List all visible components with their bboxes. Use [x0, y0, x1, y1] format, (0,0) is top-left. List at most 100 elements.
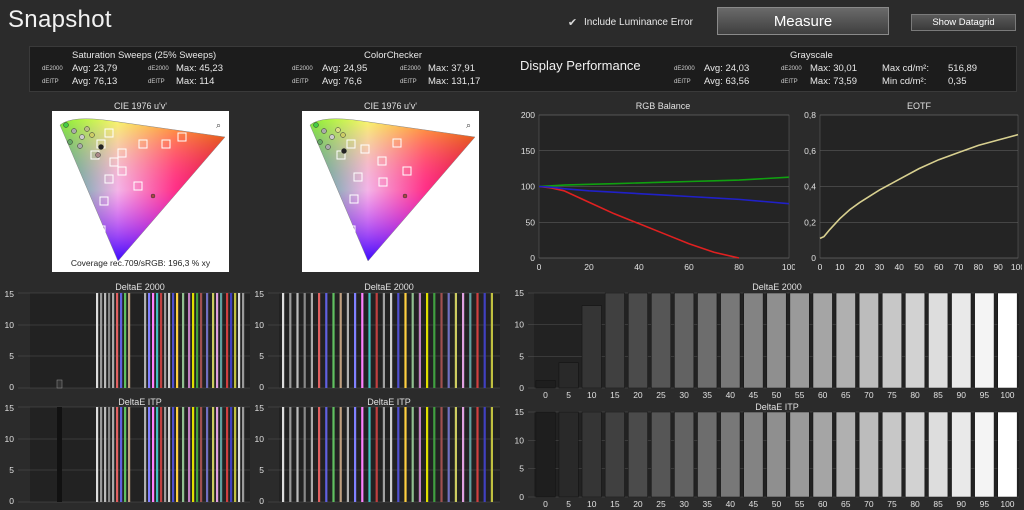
bar	[234, 407, 237, 502]
colorchecker-avg-ditp: Avg: 76,6	[322, 76, 362, 87]
bar	[789, 411, 810, 498]
include-luminance-label: Include Luminance Error	[584, 17, 693, 28]
bar	[483, 407, 486, 502]
x-tick: 55	[795, 499, 805, 509]
x-tick: 70	[864, 499, 874, 509]
cc-ditp-title: DeltaE ITP	[367, 397, 411, 407]
bar	[627, 292, 648, 389]
bar	[397, 293, 400, 388]
bar	[120, 293, 123, 388]
bar	[212, 407, 215, 502]
series-red	[538, 185, 740, 259]
checkbox-checked-icon[interactable]: ✔	[567, 17, 578, 29]
bar	[346, 407, 349, 502]
rgb-balance-title: RGB Balance	[635, 101, 691, 111]
min-cd-value: 0,35	[948, 76, 967, 87]
bar	[951, 411, 972, 498]
eotf-chart: 0 0,2 0,4 0,6 0,8 0 10 20 30 40 50 60 70 80 90 100	[804, 110, 1022, 272]
bar	[296, 407, 299, 502]
x-tick: 50	[914, 262, 924, 272]
bar	[368, 293, 371, 388]
bar	[234, 293, 237, 388]
bar	[216, 407, 219, 502]
y-tick: 0	[519, 492, 524, 502]
bar	[697, 292, 718, 389]
bar	[242, 293, 245, 388]
bar	[152, 293, 155, 388]
y-tick: 5	[519, 464, 524, 474]
bar	[192, 407, 195, 502]
bar	[242, 407, 245, 502]
bar	[220, 293, 223, 388]
page-title: Snapshot	[8, 6, 112, 33]
min-cd-label: Min cd/m²:	[882, 76, 927, 87]
bar	[858, 411, 879, 498]
bar	[483, 293, 486, 388]
cie1-title: CIE 1976 u'v'	[114, 101, 167, 111]
bar	[469, 407, 472, 502]
ditp-tag: dEITP	[400, 79, 417, 85]
x-tick: 10	[587, 390, 597, 400]
bar	[490, 293, 493, 388]
bar	[100, 293, 103, 388]
y-tick: 15	[5, 403, 15, 413]
bar	[238, 293, 241, 388]
bar	[651, 292, 671, 389]
bar	[426, 407, 429, 502]
show-datagrid-button[interactable]: Show Datagrid	[911, 14, 1016, 31]
bar	[100, 407, 103, 502]
bar	[604, 411, 625, 498]
x-tick: 30	[679, 390, 689, 400]
bar	[462, 293, 465, 388]
bar	[188, 407, 191, 502]
bar	[604, 292, 625, 389]
bar	[905, 292, 926, 389]
bar	[858, 292, 879, 389]
x-tick: 45	[749, 499, 759, 509]
gs-ditp-title: DeltaE ITP	[755, 402, 799, 412]
bar	[928, 411, 949, 498]
series-blue	[538, 185, 790, 205]
x-tick: 25	[656, 499, 666, 509]
bar	[144, 407, 147, 502]
bar	[418, 293, 421, 388]
bar	[168, 407, 171, 502]
bar	[296, 293, 299, 388]
bar	[216, 293, 219, 388]
display-performance-label: Display Performance	[520, 58, 641, 73]
bar	[354, 407, 357, 502]
grayscale-max-ditp: Max: 73,59	[810, 76, 857, 87]
measure-button[interactable]: Measure	[717, 7, 889, 35]
y-tick: 0	[259, 382, 264, 392]
bar	[581, 411, 602, 498]
x-tick: 50	[772, 499, 782, 509]
x-tick: 20	[584, 262, 594, 272]
bar	[220, 407, 223, 502]
bar	[310, 407, 313, 502]
bar	[835, 292, 856, 389]
bar	[490, 407, 493, 502]
bar	[104, 407, 107, 502]
bar	[476, 293, 479, 388]
bar	[382, 407, 385, 502]
bar	[476, 407, 479, 502]
ditp-tag: dEITP	[674, 79, 691, 85]
bar	[447, 407, 450, 502]
x-tick: 100	[1011, 262, 1022, 272]
x-tick: 0	[543, 499, 548, 509]
bar	[411, 407, 414, 502]
saturation-max-de2000: Max: 45,23	[176, 63, 223, 74]
saturation-avg-de2000: Avg: 23,79	[72, 63, 118, 74]
bar	[226, 293, 229, 388]
series-eotf	[819, 133, 1019, 240]
bar	[447, 293, 450, 388]
y-tick: 0	[519, 383, 524, 393]
y-tick: 0,2	[804, 217, 816, 227]
y-tick: 200	[521, 110, 535, 120]
bar	[354, 293, 357, 388]
bar	[172, 293, 175, 388]
x-tick: 80	[734, 262, 744, 272]
include-luminance-toggle[interactable]: ✔ Include Luminance Error	[567, 17, 693, 29]
de2000-tag: dE2000	[674, 66, 695, 72]
bar	[375, 293, 378, 388]
